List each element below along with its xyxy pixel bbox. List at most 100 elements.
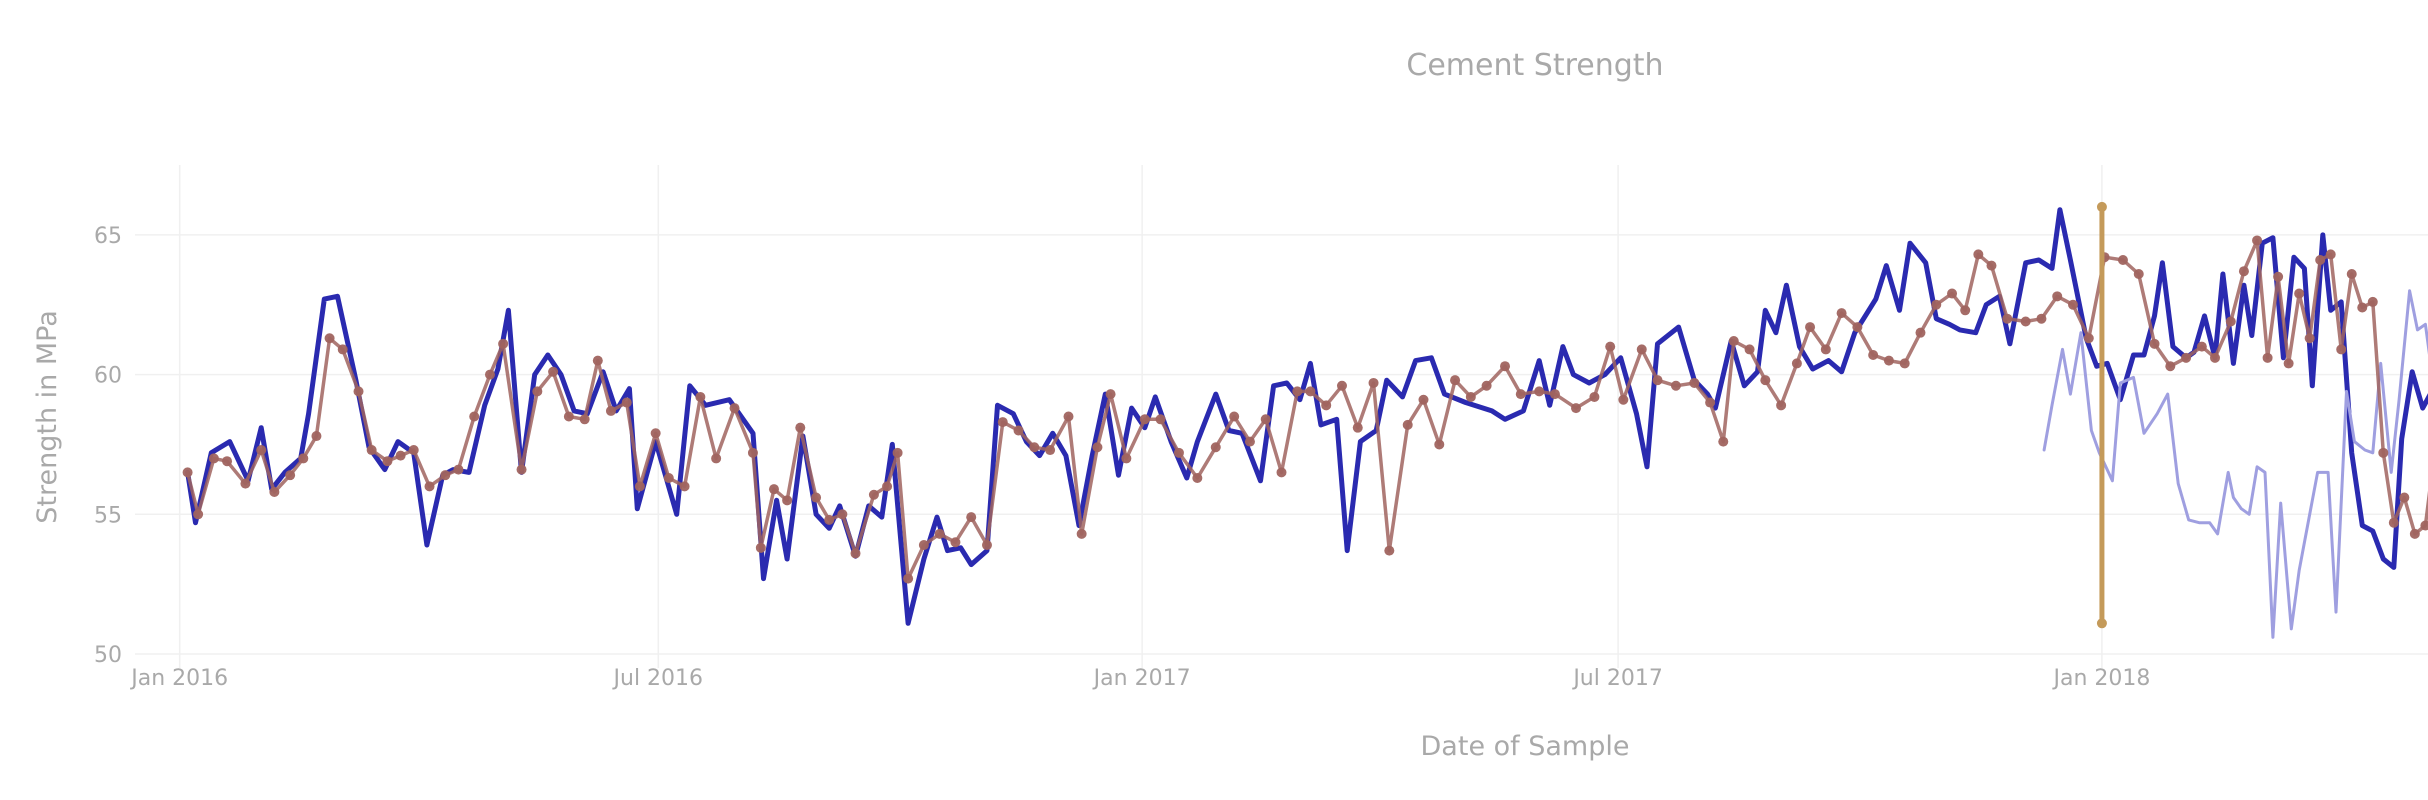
y-tick-label: 65 — [94, 224, 122, 249]
series-2-point — [1515, 389, 1526, 400]
series-2-point — [1229, 411, 1240, 422]
series-2-point — [2346, 268, 2357, 279]
series-2-point — [795, 422, 806, 433]
series-2-point — [1352, 422, 1363, 433]
series-2-point — [1260, 414, 1271, 425]
series-1 — [185, 207, 2428, 626]
series-2-point — [1105, 389, 1116, 400]
series-2-point — [2399, 492, 2410, 503]
series-2-point — [2225, 316, 2236, 327]
series-2-point — [837, 509, 848, 520]
series-2-point — [579, 414, 590, 425]
series-2-point — [1549, 389, 1560, 400]
series-2-point — [755, 542, 766, 553]
series-2-point — [634, 481, 645, 492]
series-2-point — [1276, 467, 1287, 478]
series-2-point — [2252, 235, 2263, 246]
series-2-point — [2304, 333, 2315, 344]
series-3 — [2042, 289, 2428, 639]
series-2-point — [1465, 391, 1476, 402]
series-2-point — [1618, 394, 1629, 405]
series-2-point — [1805, 322, 1816, 333]
series-2-point — [966, 512, 977, 523]
series-2-point — [2378, 447, 2389, 458]
series-2-point — [1418, 394, 1429, 405]
y-tick-label: 50 — [94, 643, 122, 668]
series-2-point — [2238, 266, 2249, 277]
series-2-point — [1045, 445, 1056, 456]
series-2-point — [2283, 358, 2294, 369]
series-2-point — [1915, 327, 1926, 338]
series-2-point — [2083, 333, 2094, 344]
series-2-point — [1029, 442, 1040, 453]
series-2-point — [950, 537, 961, 548]
series-2-point — [1868, 350, 1879, 361]
series-2-point — [193, 509, 204, 520]
series-2-point — [605, 405, 616, 416]
series-2-point — [1947, 288, 1958, 299]
series-2-point — [2262, 352, 2273, 363]
series-2-point — [621, 397, 632, 408]
series-2-point — [2196, 341, 2207, 352]
series-2-point — [2420, 520, 2428, 531]
series-2-point — [337, 344, 348, 355]
series-2-point — [285, 470, 296, 481]
series-2 — [182, 235, 2428, 584]
series-layer — [182, 201, 2428, 639]
series-2-point — [1481, 380, 1492, 391]
series-2-point — [2133, 268, 2144, 279]
series-2-point — [498, 338, 509, 349]
series-2-point — [269, 486, 280, 497]
series-2-point — [882, 481, 893, 492]
series-2-point — [2002, 313, 2013, 324]
x-tick-label: Jan 2017 — [1092, 666, 1191, 691]
series-2-point — [382, 456, 393, 467]
series-2-point — [182, 467, 193, 478]
vertical-marker-bottom-point — [2096, 618, 2107, 629]
series-2-point — [453, 464, 464, 475]
series-2-point — [1986, 260, 1997, 271]
series-2-point — [811, 492, 822, 503]
series-2-point — [208, 453, 219, 464]
series-2-point — [1960, 305, 1971, 316]
series-2-point — [1820, 344, 1831, 355]
series-2-point — [1744, 344, 1755, 355]
series-2-point — [2273, 271, 2284, 282]
series-2-point — [1450, 375, 1461, 386]
series-2-point — [563, 411, 574, 422]
series-2-point — [1931, 299, 1942, 310]
series-2-point — [1092, 442, 1103, 453]
series-2-point — [366, 445, 377, 456]
series-2-point — [1121, 453, 1132, 464]
series-2-point — [1652, 375, 1663, 386]
series-2-point — [903, 573, 914, 584]
series-2-point — [2149, 338, 2160, 349]
series-2-point — [2409, 528, 2420, 539]
y-tick-label: 60 — [94, 364, 122, 389]
series-2-point — [424, 481, 435, 492]
series-2-point — [2165, 361, 2176, 372]
series-2-point — [2367, 296, 2378, 307]
series-2-point — [240, 478, 251, 489]
series-2-point — [1336, 380, 1347, 391]
series-2-point — [981, 540, 992, 551]
x-axis-ticks: Jan 2016 Jul 2016 Jan 2017 Jul 2017 Jan 2018 — [129, 666, 2150, 691]
x-tick-label: Jul 2016 — [612, 666, 704, 691]
series-2-point — [868, 489, 879, 500]
series-2-point — [1210, 442, 1221, 453]
series-2-point — [1384, 545, 1395, 556]
series-2-point — [663, 472, 674, 483]
series-2-point — [918, 540, 929, 551]
series-2-point — [1973, 249, 1984, 260]
series-2-point — [1760, 375, 1771, 386]
series-2-point — [1192, 472, 1203, 483]
series-2-point — [1063, 411, 1074, 422]
series-2-point — [695, 391, 706, 402]
x-tick-label: Jan 2018 — [2051, 666, 2150, 691]
series-2-point — [1791, 358, 1802, 369]
series-2-point — [353, 386, 364, 397]
series-2-point — [997, 417, 1008, 428]
series-2-point — [1705, 397, 1716, 408]
series-2-point — [1728, 336, 1739, 347]
series-2-point — [850, 548, 861, 559]
